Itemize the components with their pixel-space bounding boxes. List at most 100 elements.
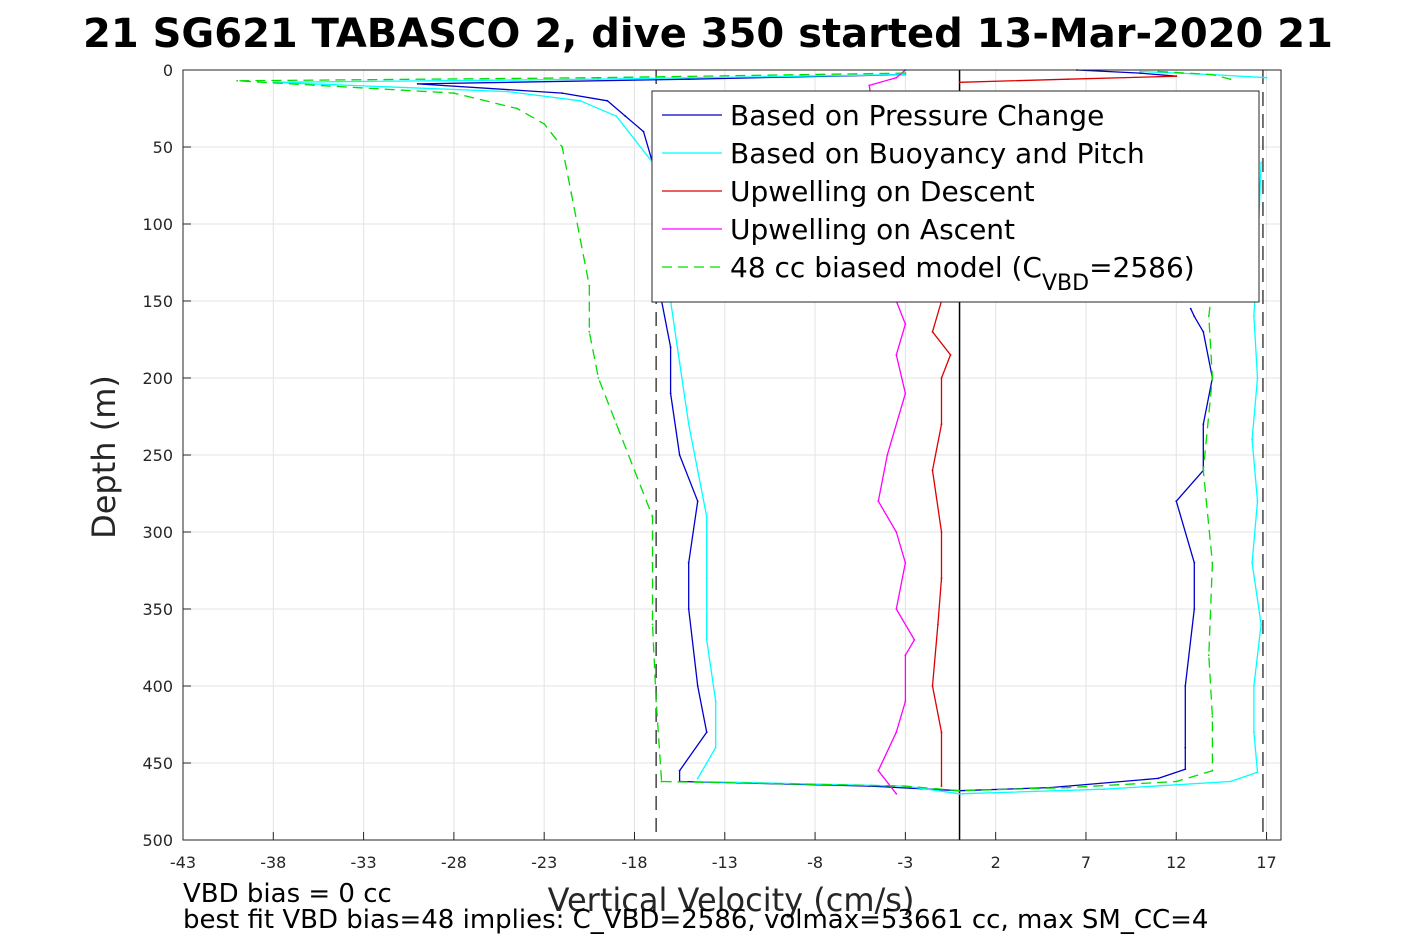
series-point-4 [1211,377,1214,379]
series-point-2 [936,623,939,626]
series-point-4 [651,623,654,626]
series-point-4 [1211,715,1214,718]
series-point-4 [904,785,907,787]
legend: Based on Pressure Change Based on Buoyanc… [651,90,1260,303]
series-point-1 [1256,500,1259,503]
legend-label: Based on Buoyancy and Pitch [730,137,1145,170]
y-tick-label: 50 [153,138,173,157]
legend-label: Upwelling on Ascent [730,213,1015,246]
series-point-0 [1202,423,1205,426]
series-point-4 [543,123,546,125]
series-point-3 [904,323,907,325]
series-point-3 [877,769,880,772]
series-point-0 [1184,768,1187,771]
series-point-1 [714,700,717,703]
series-point-4 [1207,654,1210,657]
series-point-4 [236,79,239,82]
series-point-0 [687,78,690,81]
x-tick-label: -23 [531,853,557,872]
series-point-2 [940,785,943,787]
series-point-1 [507,90,509,93]
series-point-4 [633,469,636,472]
x-tick-label: -38 [260,853,286,872]
y-tick-label: 450 [142,754,173,773]
series-point-3 [877,500,880,503]
y-tick-label: 200 [142,369,173,388]
series-point-1 [1253,731,1255,734]
series-point-1 [1265,76,1268,79]
series-point-0 [1139,72,1142,74]
series-point-2 [940,577,943,580]
series-point-3 [895,792,898,795]
series-point-2 [931,330,934,333]
series-point-4 [655,700,658,703]
x-tick-label: -13 [712,853,738,872]
series-point-0 [696,685,699,687]
series-point-0 [1184,685,1187,687]
series-line-4 [661,285,1214,792]
y-tick-label: 350 [142,600,173,619]
series-point-0 [1193,561,1196,564]
series-point-4 [597,76,600,79]
series-point-0 [1175,500,1178,503]
legend-label: Based on Pressure Change [730,99,1104,132]
series-point-3 [904,700,907,703]
series-point-4 [1211,769,1214,772]
series-line-0 [679,308,1214,792]
series-point-4 [1067,786,1069,789]
y-tick-label: 0 [163,61,173,80]
series-point-4 [904,72,907,74]
series-point-0 [606,99,609,102]
series-point-1 [714,746,717,749]
x-tick-label: -3 [897,853,913,872]
series-point-1 [1260,623,1263,626]
series-point-4 [588,284,591,287]
series-point-4 [651,561,654,564]
y-tick-label: 400 [142,677,173,696]
series-point-1 [687,423,690,426]
series-point-2 [949,354,952,356]
series-point-1 [696,777,699,780]
x-tick-labels: -43 -38 -33 -28 -23 -18 -13 -8 -3 2 7 12 17 [170,832,1277,872]
series-point-4 [1229,78,1232,81]
series-point-4 [615,423,618,426]
series-line-0 [1076,69,1177,77]
x-tick-label: -18 [621,853,647,872]
series-point-1 [579,99,582,102]
series-point-1 [904,73,907,76]
series-point-2 [940,377,943,379]
series-point-4 [651,515,654,518]
footer-note-bias: VBD bias = 0 cc [183,879,392,909]
series-point-1 [1253,315,1255,318]
series-point-1 [705,515,708,518]
series-point-1 [633,138,636,141]
series-point-0 [687,561,690,564]
y-tick-label: 300 [142,523,173,542]
legend-label: Upwelling on Descent [730,175,1035,208]
series-point-4 [579,238,582,241]
series-point-1 [1256,377,1259,379]
series-point-4 [1157,70,1160,73]
series-point-3 [904,561,907,564]
y-tick-label: 250 [142,446,173,465]
series-point-4 [1175,780,1178,783]
series-point-4 [516,107,518,110]
x-tick-label: -8 [807,853,823,872]
series-point-4 [597,377,600,379]
series-point-0 [678,769,681,772]
series-point-0 [705,731,708,734]
series-line-2 [931,300,952,787]
x-tick-label: -43 [170,853,196,872]
series-point-1 [1103,788,1105,791]
series-point-1 [615,115,618,118]
series-point-3 [904,392,907,395]
series-point-4 [1211,73,1214,76]
series-point-2 [931,685,934,687]
series-point-2 [940,423,943,426]
series-point-1 [705,638,708,641]
series-point-0 [1202,330,1205,333]
series-point-3 [904,654,907,657]
series-point-3 [895,608,898,610]
series-point-2 [931,469,934,472]
